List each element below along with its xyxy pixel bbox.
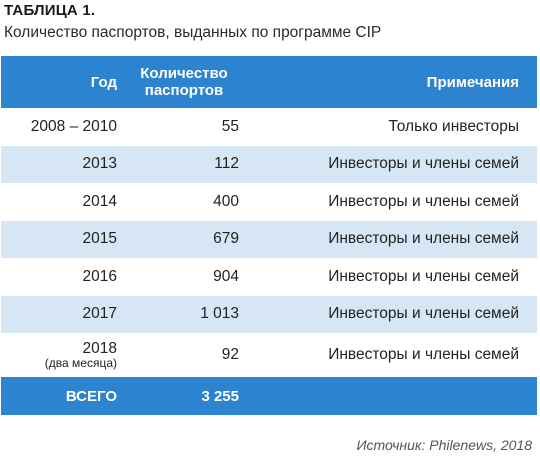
total-label: ВСЕГО — [65, 387, 117, 405]
row-year-note: (два месяца) — [44, 356, 117, 370]
table-title: ТАБЛИЦА 1. — [4, 2, 96, 19]
row-count: 679 — [213, 230, 239, 248]
row-note: Инвесторы и члены семей — [328, 155, 519, 173]
table-row: 2008 – 2010 55 Только инвесторы — [1, 108, 537, 146]
row-year: 2008 – 2010 — [30, 117, 117, 135]
source-caption: Источник: Philenews, 2018 — [356, 437, 532, 453]
row-note: Инвесторы и члены семей — [328, 192, 519, 210]
row-year: 2016 — [82, 267, 117, 285]
row-count: 904 — [213, 267, 239, 285]
row-year: 2018 (два месяца) — [1, 333, 123, 377]
table-row: 2014 400 Инвесторы и члены семей — [1, 183, 537, 221]
header-count: Количество паспортов — [123, 56, 245, 108]
row-count: 112 — [214, 155, 239, 173]
row-count: 55 — [221, 117, 239, 135]
header-note: Примечания — [426, 73, 519, 91]
row-count: 400 — [213, 192, 239, 210]
row-year: 2013 — [82, 155, 117, 173]
row-note: Инвесторы и члены семей — [328, 267, 519, 285]
row-count: 92 — [221, 346, 239, 363]
passports-table: Год Количество паспортов Примечания 2008… — [1, 56, 537, 415]
row-note: Только инвесторы — [388, 117, 520, 135]
table-total-row: ВСЕГО 3 255 — [1, 377, 537, 415]
table-row: 2016 904 Инвесторы и члены семей — [1, 258, 537, 296]
row-note: Инвесторы и члены семей — [328, 230, 519, 248]
table-row: 2013 112 Инвесторы и члены семей — [1, 145, 537, 183]
table-row: 2015 679 Инвесторы и члены семей — [1, 220, 537, 258]
row-year: 2015 — [82, 230, 117, 248]
row-year-main: 2018 — [82, 340, 117, 357]
table-subtitle: Количество паспортов, выданных по програ… — [4, 24, 382, 41]
row-note: Инвесторы и члены семей — [328, 346, 519, 363]
table-row: 2017 1 013 Инвесторы и члены семей — [1, 295, 537, 333]
row-year: 2014 — [82, 192, 117, 210]
row-note: Инвесторы и члены семей — [328, 305, 519, 323]
row-count: 1 013 — [200, 305, 239, 323]
total-note — [245, 377, 537, 415]
table-header-row: Год Количество паспортов Примечания — [1, 56, 537, 108]
table-row: 2018 (два месяца) 92 Инвесторы и члены с… — [1, 333, 537, 377]
row-year: 2017 — [82, 305, 117, 323]
header-year: Год — [90, 73, 117, 91]
total-count: 3 255 — [201, 387, 239, 405]
header-count-label: Количество паспортов — [140, 65, 228, 99]
